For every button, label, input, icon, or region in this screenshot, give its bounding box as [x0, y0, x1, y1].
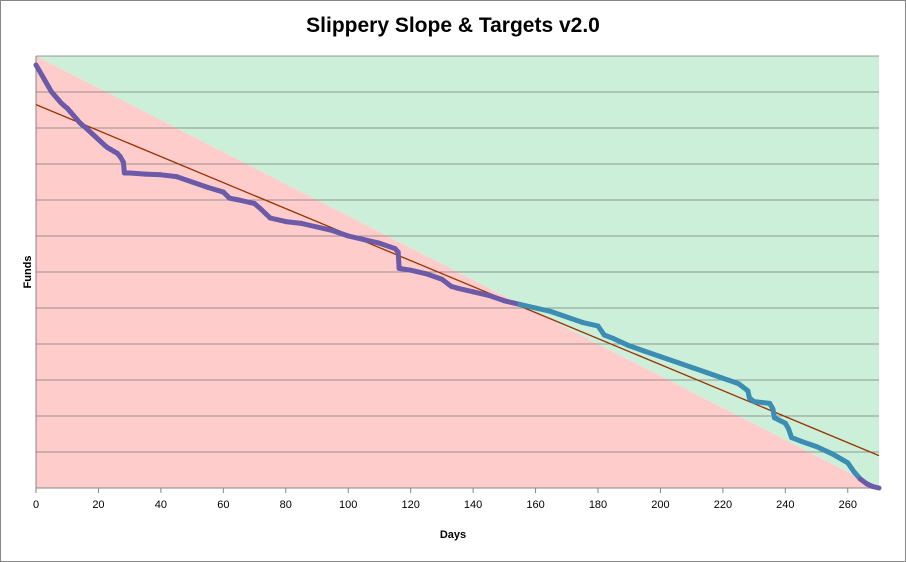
- trend-line: [35, 103, 880, 457]
- funds-line-segment: [470, 289, 492, 298]
- x-tick-labels: 0 20 40 60 80 100 120 140 160 180 200 220 240 260: [33, 499, 857, 511]
- funds-line-segment: [283, 219, 304, 226]
- funds-line-segment: [611, 336, 632, 349]
- funds-line-segment: [720, 375, 741, 387]
- funds-line-segment: [267, 215, 289, 225]
- funds-line-segment: [564, 314, 585, 325]
- x-tick-label: 120: [401, 499, 419, 511]
- funds-line-segment: [870, 484, 882, 491]
- x-tick-label: 40: [155, 499, 167, 511]
- x-tick-label: 260: [839, 499, 857, 511]
- x-tick-label: 160: [526, 499, 544, 511]
- funds-line-segment: [642, 348, 663, 360]
- funds-line-segment: [814, 444, 835, 457]
- funds-line-segment: [798, 438, 820, 450]
- funds-line-segment: [517, 301, 539, 311]
- funds-line-segment: [704, 370, 726, 381]
- funds-line-segment: [395, 249, 402, 271]
- funds-line-segment: [673, 359, 695, 370]
- funds-line-segment: [236, 197, 258, 207]
- series-group: [33, 62, 882, 491]
- funds-line-segment: [408, 267, 429, 277]
- x-tick-label: 140: [464, 499, 482, 511]
- funds-line-segment: [189, 179, 211, 190]
- funds-line-segment: [579, 319, 601, 329]
- x-tick-label: 180: [589, 499, 607, 511]
- funds-line-segment: [298, 220, 320, 230]
- funds-line-segment: [751, 399, 773, 406]
- funds-line-segment: [486, 292, 507, 304]
- funds-line-segment: [689, 364, 710, 376]
- chart-title: Slippery Slope & Targets v2.0: [306, 14, 600, 37]
- funds-line-segment: [314, 224, 336, 234]
- funds-line-segment: [626, 343, 648, 354]
- funds-line-segment: [548, 309, 570, 320]
- funds-line-segment: [205, 184, 226, 195]
- funds-line-segment: [455, 285, 476, 295]
- x-tick-label: 20: [92, 499, 104, 511]
- x-tick-label: 100: [339, 499, 357, 511]
- funds-line-segment: [345, 233, 367, 243]
- funds-line-segment: [158, 172, 179, 180]
- x-tick-label: 0: [33, 499, 39, 511]
- axes: [35, 56, 879, 493]
- funds-line-segment: [127, 170, 148, 177]
- funds-line-segment: [174, 174, 195, 185]
- x-tick-label: 220: [714, 499, 732, 511]
- funds-line-segment: [142, 171, 164, 178]
- funds-line-segment: [361, 237, 382, 246]
- funds-line-segment: [533, 305, 554, 315]
- funds-line-segment: [330, 228, 351, 239]
- funds-line-segment: [423, 271, 445, 282]
- funds-line-segment: [501, 298, 523, 307]
- x-tick-label: 80: [280, 499, 292, 511]
- funds-line-segment: [376, 240, 398, 252]
- gridlines: [36, 55, 879, 453]
- x-tick-label: 240: [776, 499, 794, 511]
- x-tick-label: 60: [217, 499, 229, 511]
- funds-line-segment: [657, 354, 679, 365]
- x-tick-label: 200: [651, 499, 669, 511]
- x-axis-label: Days: [439, 529, 467, 541]
